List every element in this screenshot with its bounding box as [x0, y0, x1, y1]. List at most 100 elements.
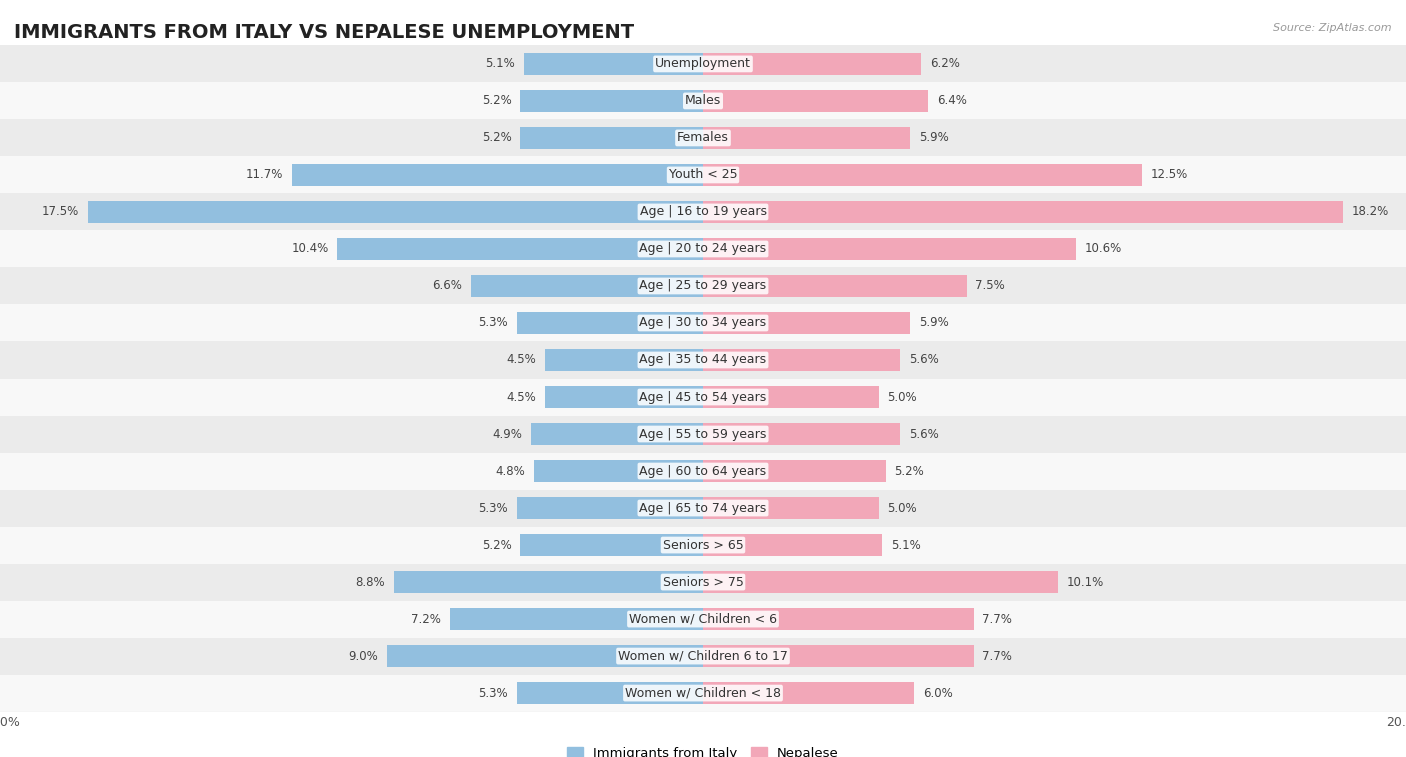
- Bar: [517, 312, 703, 334]
- Text: Age | 35 to 44 years: Age | 35 to 44 years: [640, 354, 766, 366]
- Text: Age | 16 to 19 years: Age | 16 to 19 years: [640, 205, 766, 219]
- Bar: [0, 563, 1406, 600]
- Bar: [524, 53, 703, 75]
- Text: 5.6%: 5.6%: [908, 354, 938, 366]
- Text: 5.9%: 5.9%: [920, 316, 949, 329]
- Text: 7.2%: 7.2%: [412, 612, 441, 625]
- Bar: [703, 275, 967, 297]
- Text: 10.1%: 10.1%: [1067, 575, 1104, 588]
- Text: 5.3%: 5.3%: [478, 316, 508, 329]
- Bar: [0, 674, 1406, 712]
- Text: 4.5%: 4.5%: [506, 354, 536, 366]
- Text: 4.9%: 4.9%: [492, 428, 522, 441]
- Text: Age | 30 to 34 years: Age | 30 to 34 years: [640, 316, 766, 329]
- Bar: [546, 386, 703, 408]
- Bar: [292, 164, 703, 186]
- Bar: [0, 527, 1406, 563]
- Bar: [520, 127, 703, 149]
- Text: 10.6%: 10.6%: [1084, 242, 1122, 255]
- Bar: [87, 201, 703, 223]
- Bar: [703, 53, 921, 75]
- Text: 7.7%: 7.7%: [983, 612, 1012, 625]
- Text: Age | 25 to 29 years: Age | 25 to 29 years: [640, 279, 766, 292]
- Bar: [517, 682, 703, 704]
- Bar: [0, 341, 1406, 378]
- Bar: [0, 157, 1406, 194]
- Bar: [0, 637, 1406, 674]
- Text: Youth < 25: Youth < 25: [669, 169, 737, 182]
- Bar: [703, 312, 911, 334]
- Bar: [546, 349, 703, 371]
- Text: Unemployment: Unemployment: [655, 58, 751, 70]
- Text: IMMIGRANTS FROM ITALY VS NEPALESE UNEMPLOYMENT: IMMIGRANTS FROM ITALY VS NEPALESE UNEMPL…: [14, 23, 634, 42]
- Bar: [517, 497, 703, 519]
- Text: Women w/ Children 6 to 17: Women w/ Children 6 to 17: [619, 650, 787, 662]
- Text: Females: Females: [678, 132, 728, 145]
- Bar: [703, 682, 914, 704]
- Text: Males: Males: [685, 95, 721, 107]
- Bar: [703, 201, 1343, 223]
- Text: Women w/ Children < 6: Women w/ Children < 6: [628, 612, 778, 625]
- Bar: [0, 490, 1406, 527]
- Bar: [0, 453, 1406, 490]
- Text: 5.2%: 5.2%: [894, 465, 924, 478]
- Text: 6.2%: 6.2%: [929, 58, 959, 70]
- Text: Seniors > 65: Seniors > 65: [662, 538, 744, 552]
- Text: Age | 65 to 74 years: Age | 65 to 74 years: [640, 502, 766, 515]
- Text: Age | 20 to 24 years: Age | 20 to 24 years: [640, 242, 766, 255]
- Bar: [0, 120, 1406, 157]
- Text: Women w/ Children < 18: Women w/ Children < 18: [626, 687, 780, 699]
- Text: 17.5%: 17.5%: [42, 205, 79, 219]
- Text: 5.9%: 5.9%: [920, 132, 949, 145]
- Bar: [394, 571, 703, 593]
- Bar: [703, 164, 1142, 186]
- Bar: [703, 534, 883, 556]
- Text: 4.8%: 4.8%: [496, 465, 526, 478]
- Text: 6.6%: 6.6%: [433, 279, 463, 292]
- Text: 5.0%: 5.0%: [887, 502, 917, 515]
- Bar: [703, 460, 886, 482]
- Bar: [0, 304, 1406, 341]
- Text: 7.5%: 7.5%: [976, 279, 1005, 292]
- Text: 18.2%: 18.2%: [1351, 205, 1389, 219]
- Bar: [471, 275, 703, 297]
- Bar: [703, 386, 879, 408]
- Legend: Immigrants from Italy, Nepalese: Immigrants from Italy, Nepalese: [562, 741, 844, 757]
- Bar: [703, 497, 879, 519]
- Text: 5.1%: 5.1%: [485, 58, 515, 70]
- Text: 10.4%: 10.4%: [291, 242, 329, 255]
- Text: 5.2%: 5.2%: [482, 132, 512, 145]
- Text: 7.7%: 7.7%: [983, 650, 1012, 662]
- Bar: [450, 608, 703, 630]
- Text: 6.4%: 6.4%: [936, 95, 966, 107]
- Text: Source: ZipAtlas.com: Source: ZipAtlas.com: [1274, 23, 1392, 33]
- Bar: [531, 423, 703, 445]
- Text: 8.8%: 8.8%: [356, 575, 385, 588]
- Text: 5.2%: 5.2%: [482, 95, 512, 107]
- Text: 9.0%: 9.0%: [349, 650, 378, 662]
- Bar: [703, 608, 973, 630]
- Bar: [337, 238, 703, 260]
- Text: 11.7%: 11.7%: [246, 169, 283, 182]
- Bar: [0, 230, 1406, 267]
- Bar: [703, 127, 911, 149]
- Text: Age | 60 to 64 years: Age | 60 to 64 years: [640, 465, 766, 478]
- Text: 6.0%: 6.0%: [922, 687, 952, 699]
- Text: 4.5%: 4.5%: [506, 391, 536, 403]
- Bar: [703, 423, 900, 445]
- Bar: [520, 534, 703, 556]
- Bar: [703, 238, 1076, 260]
- Bar: [703, 571, 1057, 593]
- Text: 5.1%: 5.1%: [891, 538, 921, 552]
- Bar: [0, 83, 1406, 120]
- Bar: [0, 267, 1406, 304]
- Text: 5.3%: 5.3%: [478, 502, 508, 515]
- Text: Age | 45 to 54 years: Age | 45 to 54 years: [640, 391, 766, 403]
- Text: 12.5%: 12.5%: [1152, 169, 1188, 182]
- Text: Seniors > 75: Seniors > 75: [662, 575, 744, 588]
- Bar: [534, 460, 703, 482]
- Bar: [0, 378, 1406, 416]
- Text: 5.0%: 5.0%: [887, 391, 917, 403]
- Bar: [387, 645, 703, 667]
- Text: 5.2%: 5.2%: [482, 538, 512, 552]
